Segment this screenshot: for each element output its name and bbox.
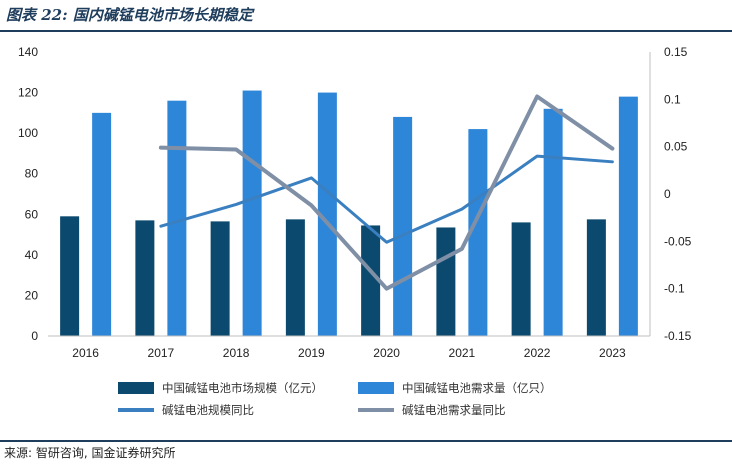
x-tick-label: 2017 (148, 346, 175, 360)
y-left-tick-label: 60 (25, 207, 39, 221)
bottom-divider (0, 440, 732, 442)
bar-market-size (436, 227, 456, 336)
line-scale-yoy (159, 154, 614, 244)
y-left-tick-label: 140 (18, 45, 38, 59)
x-tick-label: 2020 (373, 346, 400, 360)
legend-demand-yoy-label: 碱锰电池需求量同比 (402, 403, 506, 417)
bar-demand (618, 96, 638, 336)
chart: 0 20 40 60 80 100 120 140 -0.15 -0.1 -0.05 0 0.05 0.1… (18, 45, 692, 417)
y-right-tick-label: 0.15 (664, 45, 688, 59)
y-right-tick-label: 0.05 (664, 140, 688, 154)
bar-demand (543, 108, 563, 336)
figure-title: 图表 22: 国内碱锰电池市场长期稳定 (6, 6, 253, 24)
bar-market-size (210, 221, 230, 336)
legend-demand-label: 中国碱锰电池需求量（亿只） (402, 381, 552, 395)
y-right-tick-label: -0.15 (664, 329, 692, 343)
y-right-tick-label: -0.1 (664, 282, 685, 296)
x-tick-label: 2022 (524, 346, 551, 360)
bar-demand (393, 116, 413, 337)
bar-market-size (361, 225, 381, 336)
legend-market-size-swatch (118, 382, 154, 394)
bar-market-size (511, 222, 531, 336)
line-layer (158, 94, 615, 291)
bar-market-size (586, 219, 606, 336)
y-left-tick-label: 0 (31, 329, 38, 343)
x-tick-label: 2018 (223, 346, 250, 360)
bar-demand (468, 129, 488, 336)
source-note: 来源: 智研咨询, 国金证券研究所 (4, 446, 176, 460)
y-right-tick-label: -0.05 (664, 234, 692, 248)
x-tick-label: 2023 (599, 346, 626, 360)
bar-market-size (285, 219, 305, 336)
bar-market-size (135, 220, 155, 336)
legend-scale-yoy-label: 碱锰电池规模同比 (162, 403, 254, 417)
x-tick-label: 2019 (298, 346, 325, 360)
legend-demand-swatch (358, 382, 394, 394)
bar-demand (242, 90, 262, 336)
legend-market-size-label: 中国碱锰电池市场规模（亿元） (162, 381, 323, 395)
bar-demand (317, 92, 337, 336)
title-divider (0, 30, 732, 32)
legend: 中国碱锰电池市场规模（亿元） 中国碱锰电池需求量（亿只） 碱锰电池规模同比 碱锰电池需… (118, 381, 552, 417)
bar-demand (167, 100, 187, 336)
y-left-tick-label: 20 (25, 288, 39, 302)
bar-market-size (60, 216, 80, 336)
y-left-tick-label: 120 (18, 86, 38, 100)
y-left-tick-label: 100 (18, 126, 38, 140)
y-right-tick-label: 0.1 (664, 92, 681, 106)
line-demand-yoy (158, 94, 615, 291)
x-tick-label: 2016 (72, 346, 99, 360)
x-tick-label: 2021 (449, 346, 476, 360)
y-left-tick-label: 80 (25, 167, 39, 181)
bar-demand (92, 112, 112, 336)
y-right-tick-label: 0 (664, 187, 671, 201)
y-left-tick-label: 40 (25, 248, 39, 262)
axes-layer: 0 20 40 60 80 100 120 140 -0.15 -0.1 -0.05 0 0.05 0.1… (18, 45, 692, 360)
bar-layer (60, 90, 638, 337)
